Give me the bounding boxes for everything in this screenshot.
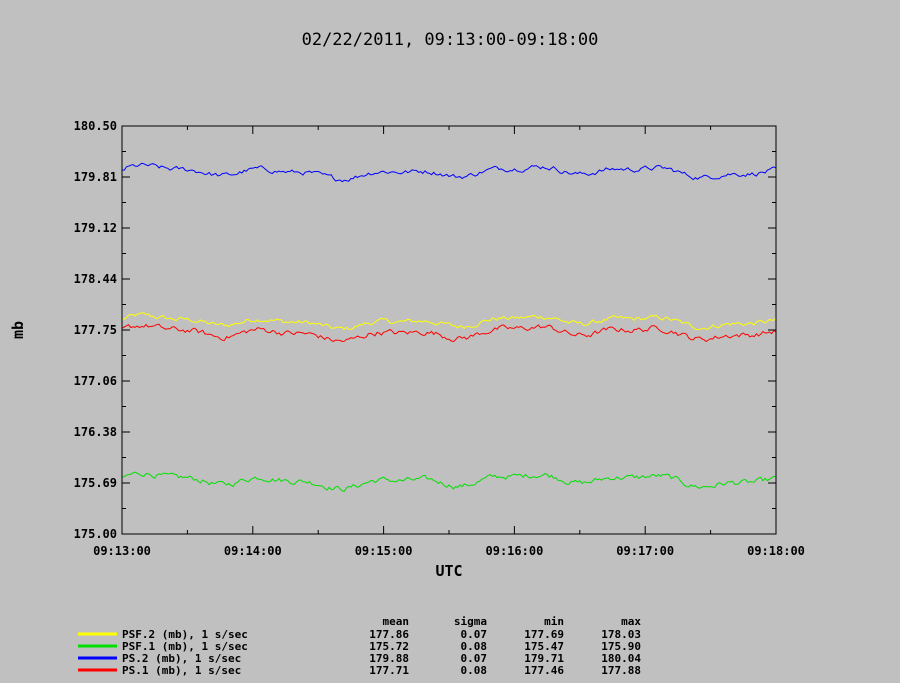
stats-value-mean: 179.88 — [369, 652, 409, 665]
x-tick-label: 09:14:00 — [224, 544, 282, 558]
stats-header: min — [544, 615, 564, 628]
y-tick-label: 179.12 — [74, 221, 117, 235]
x-tick-label: 09:18:00 — [747, 544, 805, 558]
series-line — [121, 312, 777, 331]
stats-header: sigma — [454, 615, 487, 628]
stats-value-max: 177.88 — [601, 664, 641, 677]
legend: mean sigma min max PSF.2 (mb), 1 s/sec 177.86… — [78, 615, 641, 677]
stats-value-sigma: 0.08 — [461, 640, 488, 653]
legend-label: PS.1 (mb), 1 s/sec — [122, 664, 241, 677]
stats-value-mean: 177.71 — [369, 664, 409, 677]
stats-value-min: 179.71 — [524, 652, 564, 665]
legend-label: PSF.2 (mb), 1 s/sec — [122, 628, 248, 641]
stats-value-sigma: 0.07 — [461, 628, 488, 641]
x-axis: 09:13:00 09:14:00 09:15:00 09:16:00 09:17:00… — [93, 126, 805, 558]
y-tick-label: 179.81 — [74, 170, 117, 184]
y-tick-label: 180.50 — [74, 119, 117, 133]
stats-value-min: 177.46 — [524, 664, 564, 677]
plot-frame — [121, 125, 777, 535]
stats-value-max: 175.90 — [601, 640, 641, 653]
stats-header: mean — [383, 615, 410, 628]
stats-value-max: 180.04 — [601, 652, 641, 665]
stats-value-max: 178.03 — [601, 628, 641, 641]
stats-value-sigma: 0.07 — [461, 652, 488, 665]
y-tick-label: 178.44 — [74, 272, 117, 286]
y-tick-label: 176.38 — [74, 425, 117, 439]
x-tick-label: 09:13:00 — [93, 544, 151, 558]
y-axis: 180.50 179.81 179.12 178.44 177.75 177.06 176.… — [74, 119, 776, 541]
series-line — [121, 471, 777, 492]
x-tick-label: 09:17:00 — [616, 544, 674, 558]
y-axis-label: mb — [9, 321, 27, 339]
stats-value-sigma: 0.08 — [461, 664, 488, 677]
plot-lines — [121, 162, 777, 492]
stats-value-min: 177.69 — [524, 628, 564, 641]
legend-label: PSF.1 (mb), 1 s/sec — [122, 640, 248, 653]
x-tick-label: 09:15:00 — [355, 544, 413, 558]
stats-header: max — [621, 615, 641, 628]
stats-value-min: 175.47 — [524, 640, 564, 653]
x-tick-label: 09:16:00 — [486, 544, 544, 558]
legend-label: PS.2 (mb), 1 s/sec — [122, 652, 241, 665]
x-axis-label: UTC — [435, 562, 462, 580]
y-tick-label: 175.69 — [74, 476, 117, 490]
y-tick-label: 177.06 — [74, 374, 117, 388]
stats-value-mean: 177.86 — [369, 628, 409, 641]
chart-title: 02/22/2011, 09:13:00-09:18:00 — [302, 30, 599, 50]
stats-value-mean: 175.72 — [369, 640, 409, 653]
y-tick-label: 175.00 — [74, 527, 117, 541]
y-tick-label: 177.75 — [74, 323, 117, 337]
series-line — [122, 162, 777, 183]
series-line — [121, 323, 777, 343]
